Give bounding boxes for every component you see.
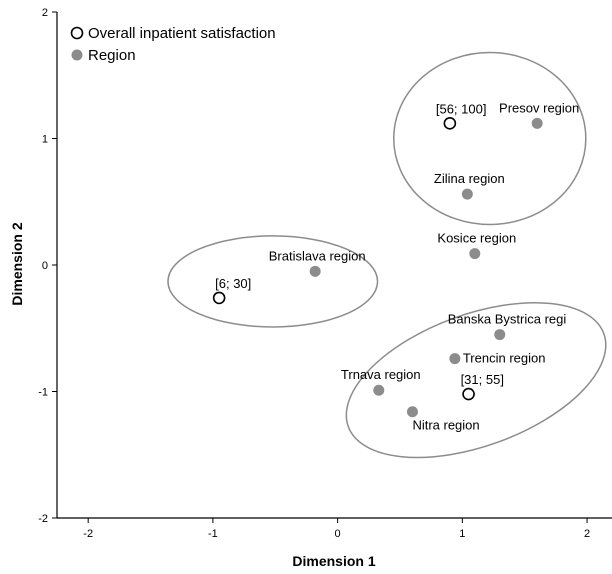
point-label: [31; 55] [461,372,504,387]
legend-label: Region [88,47,136,64]
data-points: [56; 100] [6; 30] [31; 55] Presov region Zil… [212,100,579,433]
x-axis-title: Dimension 1 [292,553,375,569]
satisfaction-point [462,387,475,401]
y-tick-label: 2 [42,7,48,19]
point-label: Trencin region [463,351,546,366]
y-tick-label: 1 [42,134,48,146]
satisfaction-point [212,291,226,305]
region-point [531,117,543,129]
legend: Overall inpatient satisfaction Region [70,25,276,64]
x-tick-label: 2 [584,528,590,540]
y-tick-label: 0 [42,260,48,272]
point-label: [56; 100] [436,101,487,116]
region-point [449,353,461,365]
legend-label: Overall inpatient satisfaction [88,25,276,42]
y-tick-label: -1 [38,387,48,399]
cluster-ellipse-2 [167,235,379,328]
y-tick-label: -2 [38,513,48,525]
cluster-ellipses [167,51,607,459]
region-point [373,384,385,396]
axes: -2 -1 0 1 2 -2 -1 0 1 2 [38,7,612,540]
x-tick-label: 0 [335,528,341,540]
point-label: Zilina region [434,171,505,186]
region-point [469,248,481,260]
point-label: [6; 30] [215,276,251,291]
cluster-ellipse-1 [392,51,587,226]
point-label: Nitra region [412,418,479,433]
x-tick-label: -2 [83,528,93,540]
region-point [494,329,506,341]
point-label: Bratislava region [269,248,366,263]
region-point [406,406,418,418]
region-point [461,188,473,200]
region-point [309,265,321,277]
point-label: Banska Bystrica regi [448,312,567,327]
point-label: Kosice region [437,231,516,246]
legend-filled-marker [71,49,83,61]
legend-open-marker [70,26,84,40]
x-tick-label: -1 [208,528,218,540]
point-label: Presov region [499,100,579,115]
satisfaction-point [443,117,457,130]
cluster-ellipse-3 [345,302,607,459]
x-tick-label: 1 [459,528,465,540]
y-axis-title: Dimension 2 [9,222,25,305]
point-label: Trnava region [341,367,421,382]
